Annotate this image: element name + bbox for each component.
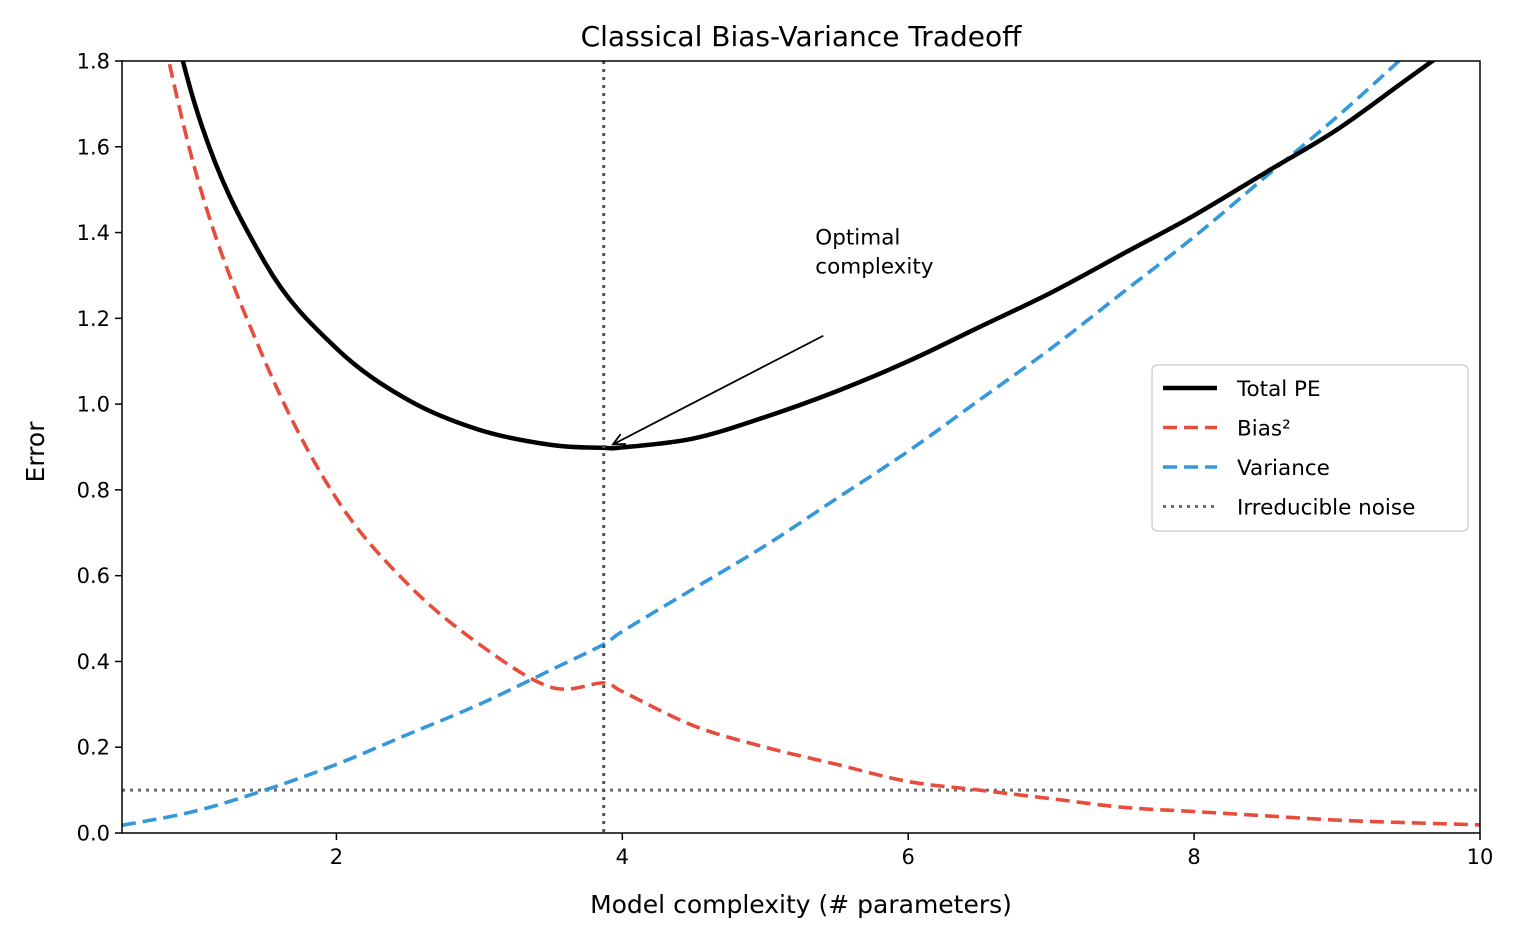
annotation-text: complexity bbox=[815, 255, 934, 280]
y-axis-label: Error bbox=[21, 421, 50, 483]
y-axis: 0.0 0.2 0.4 0.6 0.8 1.0 1.2 1.4 1.6 1.8 bbox=[77, 50, 122, 846]
x-tick-label: 8 bbox=[1187, 845, 1200, 869]
y-tick-label: 0.0 bbox=[77, 822, 110, 846]
series-line-total-pe bbox=[180, 61, 1437, 451]
x-tick-label: 4 bbox=[616, 845, 629, 869]
y-tick-label: 0.6 bbox=[77, 564, 110, 588]
series-layer bbox=[122, 61, 1480, 833]
y-tick-label: 1.8 bbox=[77, 50, 110, 74]
x-tick-label: 10 bbox=[1467, 845, 1494, 869]
legend-box bbox=[1151, 364, 1469, 532]
legend: Total PE Bias² Variance Irreducible noise bbox=[1151, 364, 1469, 532]
x-tick-label: 6 bbox=[902, 845, 915, 869]
y-tick-label: 0.2 bbox=[77, 736, 110, 760]
annotation-arrow bbox=[612, 334, 824, 446]
chart-title: Classical Bias-Variance Tradeoff bbox=[581, 20, 1023, 53]
legend-label: Irreducible noise bbox=[1237, 496, 1415, 521]
y-tick-label: 1.0 bbox=[77, 393, 110, 417]
y-tick-label: 0.4 bbox=[77, 650, 110, 674]
y-tick-label: 0.8 bbox=[77, 478, 110, 502]
y-tick-label: 1.6 bbox=[77, 135, 110, 159]
y-tick-label: 1.2 bbox=[77, 307, 110, 331]
plot-frame bbox=[121, 60, 1481, 834]
annotation-arrowhead bbox=[611, 433, 626, 446]
y-tick-label: 1.4 bbox=[77, 221, 110, 245]
series-line-variance bbox=[122, 61, 1402, 828]
legend-label: Variance bbox=[1237, 456, 1330, 481]
series-line-bias bbox=[166, 61, 1480, 827]
legend-label: Total PE bbox=[1236, 377, 1321, 402]
x-tick-label: 2 bbox=[330, 845, 343, 869]
annotation-text: Optimal bbox=[815, 226, 900, 251]
x-axis: 2 4 6 8 10 bbox=[330, 833, 1494, 869]
x-axis-label: Model complexity (# parameters) bbox=[590, 890, 1012, 919]
annotation-layer: Optimal complexity bbox=[611, 226, 934, 446]
legend-label: Bias² bbox=[1237, 417, 1291, 442]
